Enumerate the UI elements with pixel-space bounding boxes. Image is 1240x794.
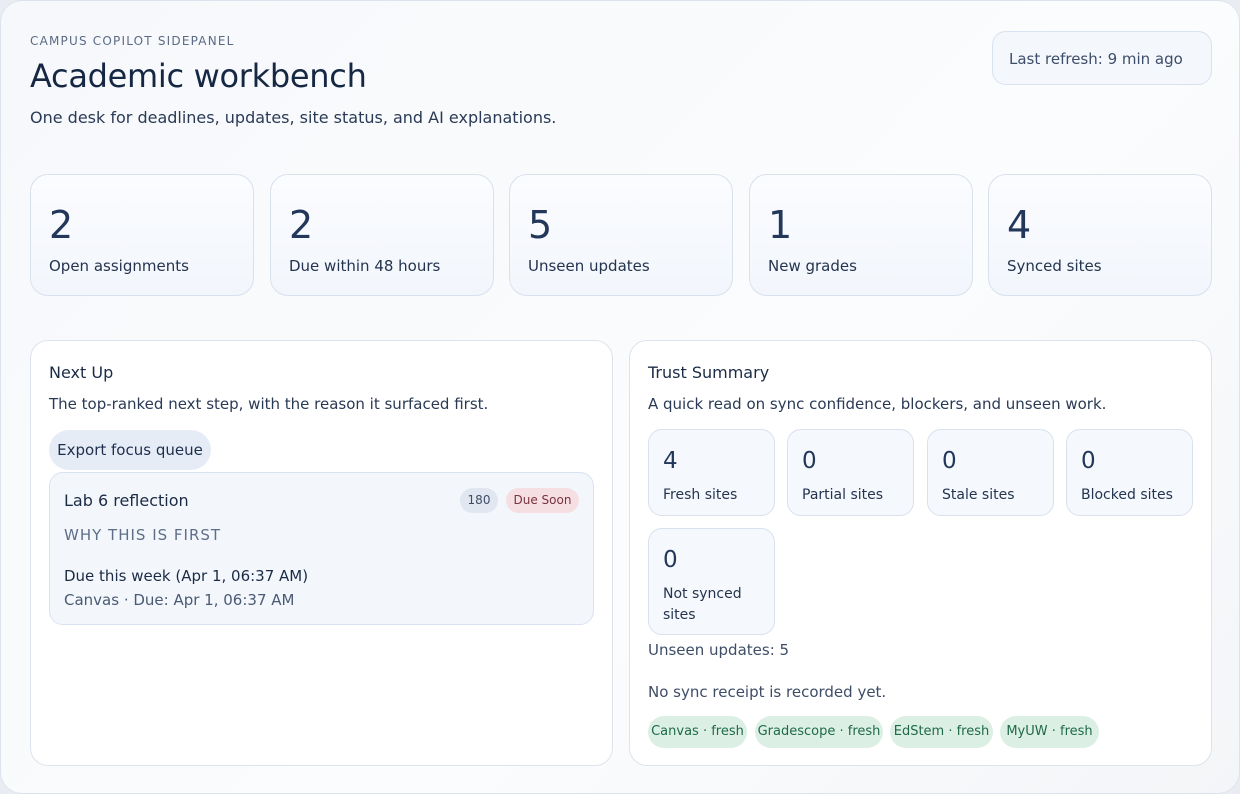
count-value: 0: [942, 448, 957, 474]
count-label: Partial sites: [802, 487, 884, 503]
site-status-chip-gradescope: Gradescope · fresh: [755, 716, 883, 748]
stat-value: 1: [768, 203, 793, 247]
blocked-sites-count: 0 Blocked sites: [1066, 429, 1193, 516]
task-name: Lab 6 reflection: [64, 491, 189, 510]
next-up-description: The top-ranked next step, with the reaso…: [49, 395, 489, 413]
stat-value: 4: [1007, 203, 1032, 247]
task-meta: Canvas · Due: Apr 1, 06:37 AM: [64, 591, 295, 609]
count-label: Fresh sites: [663, 487, 738, 503]
next-up-card: Next Up The top-ranked next step, with t…: [30, 340, 613, 766]
export-focus-queue-button[interactable]: Export focus queue: [49, 430, 211, 470]
stat-new-grades: 1 New grades: [749, 174, 973, 296]
why-first-label: WHY THIS IS FIRST: [64, 526, 222, 544]
stat-synced-sites: 4 Synced sites: [988, 174, 1212, 296]
count-label: Stale sites: [942, 487, 1015, 503]
stat-label: Open assignments: [49, 257, 189, 275]
task-due-reason: Due this week (Apr 1, 06:37 AM): [64, 567, 309, 585]
trust-summary-description: A quick read on sync confidence, blocker…: [648, 395, 1107, 413]
stat-value: 5: [528, 203, 553, 247]
status-badge: Due Soon: [506, 488, 579, 513]
stat-open-assignments: 2 Open assignments: [30, 174, 254, 296]
stat-label: New grades: [768, 257, 857, 275]
sync-receipt-text: No sync receipt is recorded yet.: [648, 683, 887, 701]
stat-value: 2: [49, 203, 74, 247]
trust-summary-card: Trust Summary A quick read on sync confi…: [629, 340, 1212, 766]
count-value: 0: [802, 448, 817, 474]
trust-summary-title: Trust Summary: [648, 363, 770, 382]
stat-value: 2: [289, 203, 314, 247]
unseen-updates-text: Unseen updates: 5: [648, 641, 790, 659]
partial-sites-count: 0 Partial sites: [787, 429, 914, 516]
stat-label: Unseen updates: [528, 257, 650, 275]
not-synced-sites-count: 0 Not synced sites: [648, 528, 775, 635]
site-status-chip-edstem: EdStem · fresh: [890, 716, 993, 748]
site-status-chip-canvas: Canvas · fresh: [648, 716, 747, 748]
page-title: Academic workbench: [30, 57, 367, 95]
count-label: Not synced sites: [663, 586, 742, 623]
next-up-title: Next Up: [49, 363, 114, 382]
count-value: 0: [663, 547, 678, 573]
count-value: 4: [663, 448, 678, 474]
stale-sites-count: 0 Stale sites: [927, 429, 1054, 516]
priority-score-badge: 180: [460, 488, 498, 513]
site-status-chip-myuw: MyUW · fresh: [1000, 716, 1099, 748]
last-refresh-indicator: Last refresh: 9 min ago: [992, 31, 1212, 85]
stat-label: Due within 48 hours: [289, 257, 441, 275]
stat-due-within-48-hours: 2 Due within 48 hours: [270, 174, 494, 296]
page-subtitle: One desk for deadlines, updates, site st…: [30, 108, 557, 127]
count-value: 0: [1081, 448, 1096, 474]
stat-label: Synced sites: [1007, 257, 1102, 275]
stat-unseen-updates: 5 Unseen updates: [509, 174, 733, 296]
eyebrow-label: CAMPUS COPILOT SIDEPANEL: [30, 34, 235, 48]
next-task-card[interactable]: Lab 6 reflection 180 Due Soon WHY THIS I…: [49, 472, 594, 625]
fresh-sites-count: 4 Fresh sites: [648, 429, 775, 516]
count-label: Blocked sites: [1081, 487, 1173, 503]
